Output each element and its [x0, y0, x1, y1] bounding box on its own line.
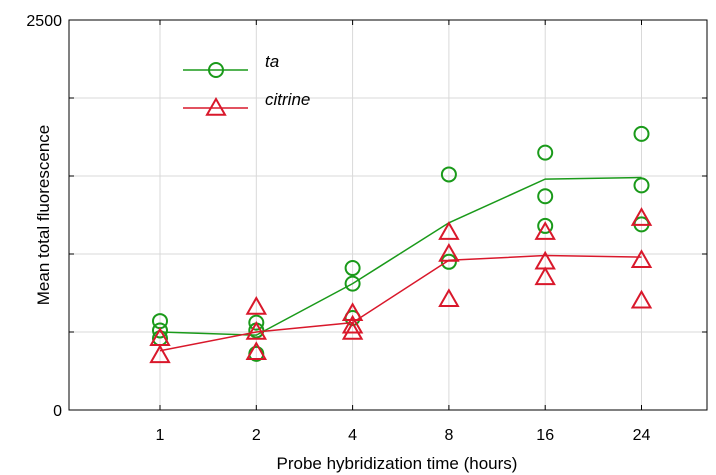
- series-citrine: [149, 207, 653, 364]
- citrine-point: [438, 221, 460, 240]
- legend-marker-citrine: [205, 96, 227, 116]
- legend-label-ta: ta: [265, 52, 279, 71]
- citrine-point: [630, 249, 653, 268]
- citrine-mean-line: [159, 254, 642, 352]
- legend: ta citrine: [183, 52, 310, 116]
- citrine-point: [149, 344, 171, 364]
- ta-point: [537, 188, 554, 205]
- ta-point: [537, 144, 554, 161]
- citrine-point: [245, 320, 268, 340]
- legend-marker-ta: [208, 62, 224, 78]
- citrine-point: [630, 289, 653, 309]
- y-tick-label: 2500: [26, 13, 62, 30]
- x-axis-title: Probe hybridization time (hours): [277, 454, 518, 473]
- x-tick-labels: 1 2 4 8 16 24: [156, 427, 651, 444]
- x-tick-label: 8: [444, 427, 453, 444]
- grid-lines: [69, 19, 707, 411]
- citrine-point: [534, 266, 556, 286]
- citrine-point: [438, 242, 460, 262]
- ta-point: [537, 217, 554, 234]
- series-ta: [152, 125, 650, 362]
- x-tick-label: 1: [156, 427, 165, 444]
- citrine-point: [341, 302, 364, 322]
- ta-point: [248, 314, 265, 331]
- legend-label-citrine: citrine: [265, 90, 310, 109]
- citrine-point: [245, 341, 268, 361]
- x-tick-label: 2: [252, 427, 261, 444]
- ta-point: [344, 275, 361, 292]
- x-tick-label: 24: [633, 427, 651, 444]
- ta-point: [440, 166, 457, 183]
- x-tick-label: 16: [536, 427, 554, 444]
- citrine-point: [630, 207, 653, 226]
- citrine-point: [341, 320, 364, 340]
- ta-point: [344, 260, 361, 277]
- citrine-point: [245, 296, 268, 315]
- citrine-point: [534, 221, 556, 240]
- axis-ticks: [69, 19, 707, 411]
- ta-point: [633, 177, 650, 194]
- plot-frame: [68, 19, 708, 411]
- ta-point: [633, 125, 650, 142]
- ta-point: [440, 253, 457, 270]
- citrine-point: [341, 314, 364, 334]
- citrine-point: [438, 288, 460, 307]
- y-axis-title: Mean total fluorescence: [34, 125, 53, 306]
- x-tick-label: 4: [348, 427, 357, 444]
- series: [149, 125, 653, 364]
- ta-point: [152, 322, 168, 339]
- y-tick-labels: 0 2500: [26, 13, 62, 420]
- y-tick-label: 0: [53, 403, 62, 420]
